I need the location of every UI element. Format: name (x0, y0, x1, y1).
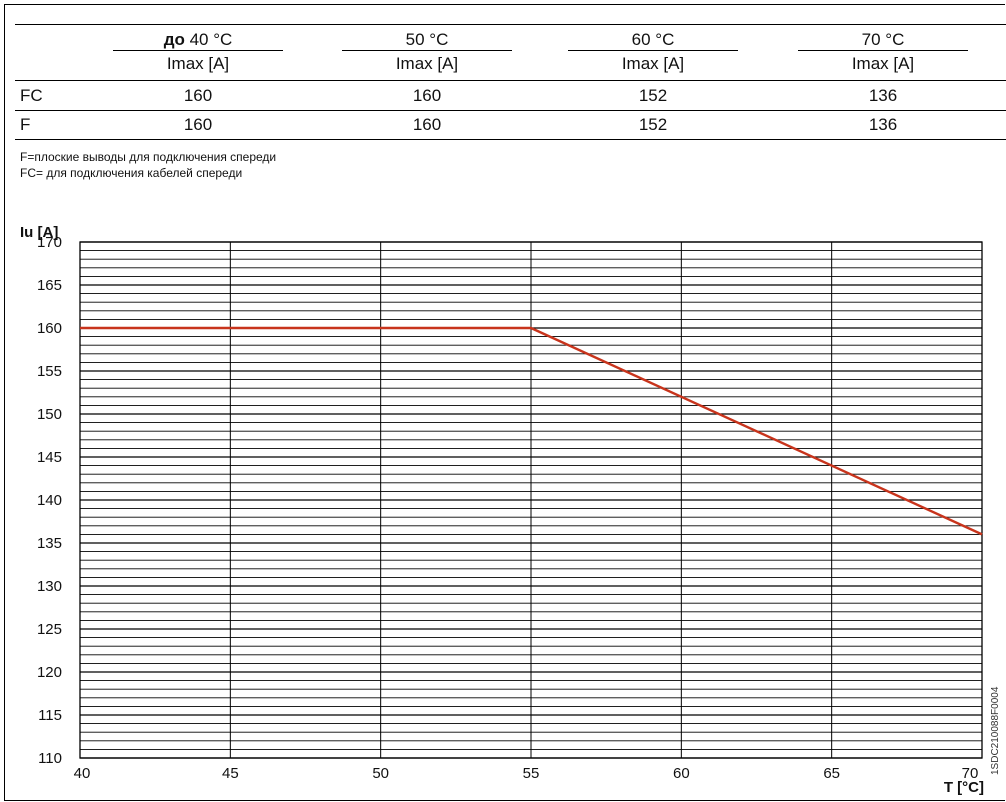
document-code: 1SDC210088F0004 (990, 686, 1001, 775)
table-top-rule (15, 24, 1006, 25)
y-tick-label: 120 (37, 664, 62, 681)
header-unit-4: Imax [A] (851, 54, 915, 73)
x-tick-label: 65 (823, 765, 840, 782)
table-row-rule (15, 110, 1006, 111)
y-tick-label: 110 (38, 750, 62, 767)
x-tick-label: 55 (523, 765, 540, 782)
x-tick-label: 45 (222, 765, 239, 782)
table-cell: 160 (183, 115, 213, 134)
table-header-rule (15, 80, 1006, 81)
row-label-f: F (20, 115, 31, 134)
table-cell: 152 (638, 115, 668, 134)
header-underline (113, 50, 283, 51)
x-tick-label: 40 (74, 765, 91, 782)
header-col-2: 50 °C (405, 30, 449, 49)
table-bottom-rule (15, 139, 1006, 140)
y-axis-label: Iu [A] (20, 224, 58, 241)
header-col-4: 70 °C (861, 30, 905, 49)
y-tick-label: 155 (37, 363, 62, 380)
x-axis-label: T [°C] (944, 779, 984, 796)
y-tick-label: 140 (37, 492, 62, 509)
header-underline (798, 50, 968, 51)
y-tick-label: 145 (37, 449, 62, 466)
y-tick-label: 165 (37, 277, 62, 294)
table-cell: 136 (868, 86, 898, 105)
header-col-1: до 40 °C (163, 30, 233, 49)
x-tick-label: 60 (673, 765, 690, 782)
x-tick-label: 70 (962, 765, 979, 782)
table-cell: 160 (412, 115, 442, 134)
y-tick-label: 130 (37, 578, 62, 595)
header-unit-3: Imax [A] (621, 54, 685, 73)
y-tick-label: 170 (37, 234, 62, 251)
table-cell: 136 (868, 115, 898, 134)
header-unit-2: Imax [A] (395, 54, 459, 73)
x-tick-label: 50 (372, 765, 389, 782)
note-fc: FC= для подключения кабелей спереди (20, 166, 243, 180)
note-f: F=плоские выводы для подключения спереди (20, 150, 277, 164)
y-tick-label: 160 (37, 320, 62, 337)
table-cell: 160 (183, 86, 213, 105)
header-underline (342, 50, 512, 51)
figure-frame (4, 4, 1005, 801)
table-cell: 160 (412, 86, 442, 105)
table-cell: 152 (638, 86, 668, 105)
y-tick-label: 135 (37, 535, 62, 552)
header-col-3: 60 °C (631, 30, 675, 49)
row-label-fc: FC (20, 86, 43, 105)
y-tick-label: 115 (38, 707, 62, 724)
header-unit-1: Imax [A] (166, 54, 230, 73)
header-underline (568, 50, 738, 51)
plot-area (79, 241, 983, 759)
y-tick-label: 125 (37, 621, 62, 638)
y-tick-label: 150 (37, 406, 62, 423)
